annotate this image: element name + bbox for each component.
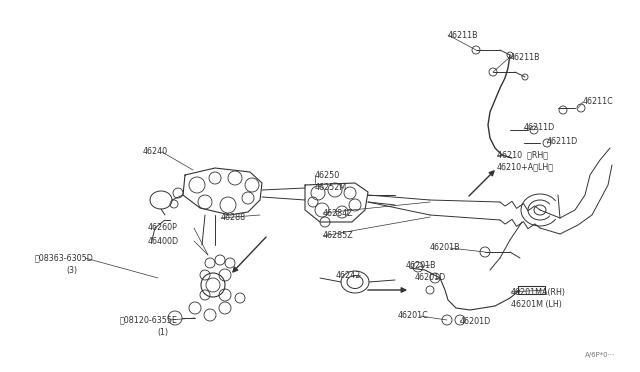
Text: 46285Z: 46285Z — [323, 231, 354, 241]
Text: 46201B: 46201B — [430, 244, 461, 253]
Text: 46210+A（LH）: 46210+A（LH） — [497, 163, 554, 171]
Text: 46288: 46288 — [221, 214, 246, 222]
Text: 46252M: 46252M — [315, 183, 348, 192]
Text: 46284Z: 46284Z — [323, 208, 354, 218]
Text: 46201D: 46201D — [460, 317, 492, 326]
Text: 46260P: 46260P — [148, 224, 178, 232]
Text: 46211D: 46211D — [547, 137, 579, 145]
Text: 46201M (LH): 46201M (LH) — [511, 301, 562, 310]
Text: 46210  （RH）: 46210 （RH） — [497, 151, 548, 160]
Text: 46250: 46250 — [315, 170, 340, 180]
Text: 46211B: 46211B — [448, 31, 479, 39]
Text: 46201MA(RH): 46201MA(RH) — [511, 288, 566, 296]
Text: (3): (3) — [66, 266, 77, 276]
Text: 46242: 46242 — [336, 270, 361, 279]
Text: 46201C: 46201C — [398, 311, 429, 321]
Text: 46211C: 46211C — [583, 97, 614, 106]
Text: 46211B: 46211B — [510, 52, 541, 61]
Text: ⒲08120-6355E: ⒲08120-6355E — [120, 315, 178, 324]
Text: Ⓝ08363-6305D: Ⓝ08363-6305D — [35, 253, 94, 263]
Text: 46201D: 46201D — [415, 273, 446, 282]
Text: (1): (1) — [157, 328, 168, 337]
Text: 46240: 46240 — [143, 148, 168, 157]
Text: 46211D: 46211D — [524, 124, 556, 132]
Text: A/6P*0···: A/6P*0··· — [584, 352, 615, 358]
Text: 46201B: 46201B — [406, 260, 436, 269]
Text: 46400D: 46400D — [148, 237, 179, 246]
